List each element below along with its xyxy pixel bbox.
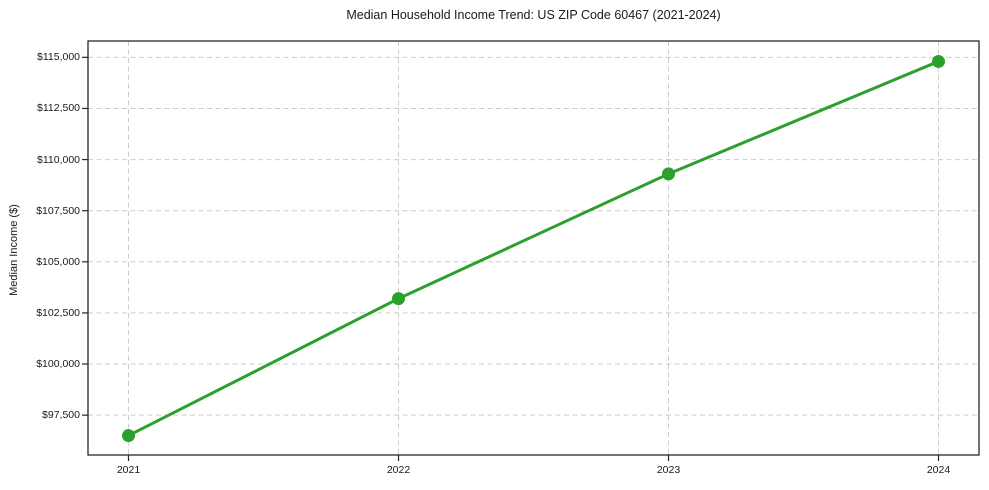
data-point bbox=[932, 54, 945, 68]
chart-title: Median Household Income Trend: US ZIP Co… bbox=[346, 8, 721, 22]
x-tick-label: 2022 bbox=[386, 464, 411, 476]
y-tick-label: $97,500 bbox=[42, 409, 80, 422]
y-tick-label: $102,500 bbox=[36, 306, 80, 319]
y-tick-label: $105,000 bbox=[36, 255, 80, 268]
y-tick-label: $100,000 bbox=[36, 358, 80, 371]
y-tick-label: $115,000 bbox=[36, 51, 80, 64]
y-tick-label: $107,500 bbox=[36, 204, 80, 217]
data-point bbox=[392, 292, 405, 306]
x-tick-label: 2024 bbox=[926, 464, 951, 476]
y-tick-label: $110,000 bbox=[36, 153, 80, 166]
trend-line bbox=[127, 59, 940, 438]
data-point bbox=[662, 167, 675, 181]
plot-border bbox=[87, 40, 980, 456]
x-tick-label: 2023 bbox=[656, 464, 681, 476]
x-tick-label: 2021 bbox=[116, 464, 141, 476]
y-tick-label: $112,500 bbox=[36, 102, 80, 115]
data-point bbox=[122, 429, 135, 443]
